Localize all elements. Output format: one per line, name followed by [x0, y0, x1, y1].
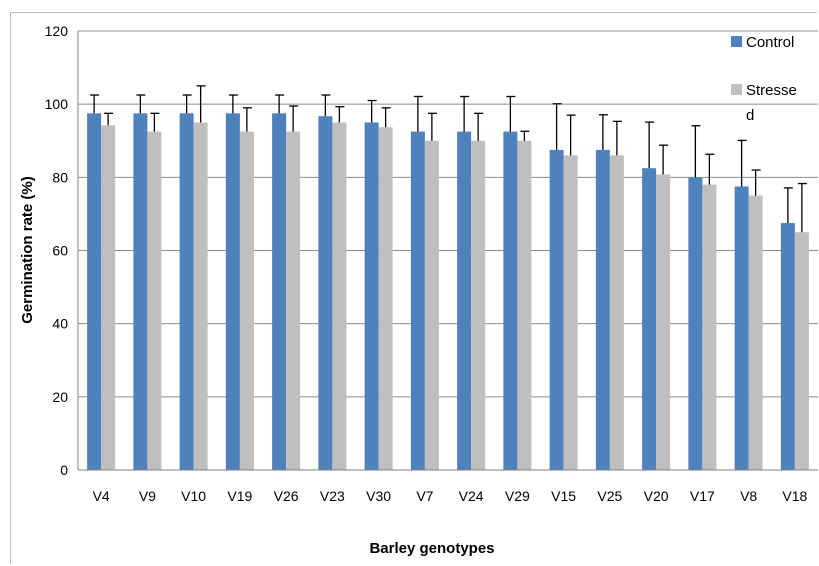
y-axis-title: Germination rate (%) [19, 176, 36, 324]
x-tick-label: V26 [274, 488, 299, 504]
legend: Control Stresse d [731, 34, 797, 124]
chart-frame [10, 12, 817, 564]
bar-control-V20 [642, 168, 657, 470]
bar-stressed-V19 [239, 131, 254, 470]
bar-stressed-V10 [193, 122, 208, 470]
bar-stressed-V20 [656, 174, 671, 470]
bar-control-V30 [364, 122, 379, 470]
legend-swatch-control [731, 36, 742, 47]
x-tick-label: V18 [782, 488, 807, 504]
bar-control-V25 [595, 149, 610, 471]
y-tick-label: 60 [52, 243, 68, 259]
x-tick-label: V17 [690, 488, 715, 504]
x-tick-label: V23 [320, 488, 345, 504]
bar-control-V19 [225, 113, 240, 470]
bar-control-V17 [688, 177, 703, 471]
x-tick-label: V15 [551, 488, 576, 504]
bar-control-V10 [179, 113, 194, 470]
bar-stressed-V9 [147, 131, 162, 470]
bar-stressed-V25 [609, 155, 624, 470]
bar-stressed-V29 [517, 140, 532, 470]
bar-stressed-V24 [471, 140, 486, 470]
bar-control-V29 [503, 131, 518, 470]
x-axis-title: Barley genotypes [369, 540, 494, 557]
bar-control-V9 [133, 113, 148, 470]
error-bars [90, 85, 807, 233]
bar-stressed-V7 [424, 140, 439, 470]
bar-control-V15 [549, 149, 564, 471]
x-tick-label: V25 [597, 488, 622, 504]
x-tick-label: V24 [459, 488, 484, 504]
bar-control-V7 [410, 131, 425, 470]
bar-control-V26 [272, 113, 287, 470]
legend-label-stressed-line2: d [746, 107, 754, 124]
legend-swatch-stressed [731, 84, 742, 95]
y-tick-label: 80 [52, 169, 68, 185]
bar-stressed-V30 [378, 127, 393, 470]
legend-label-control: Control [746, 34, 794, 51]
bar-control-V23 [318, 116, 333, 470]
y-tick-label: 20 [52, 389, 68, 405]
x-tick-label: V8 [740, 488, 757, 504]
y-tick-label: 40 [52, 316, 68, 332]
bars [87, 113, 809, 471]
bar-stressed-V15 [563, 155, 578, 470]
bar-stressed-V17 [702, 184, 717, 470]
x-tick-label: V10 [181, 488, 206, 504]
bar-control-V8 [734, 186, 749, 470]
bar-stressed-V18 [794, 232, 809, 470]
y-tick-label: 120 [45, 23, 69, 39]
bar-stressed-V23 [332, 122, 347, 470]
bar-control-V18 [780, 223, 795, 470]
x-tick-label: V19 [227, 488, 252, 504]
x-tick-label: V7 [416, 488, 433, 504]
bar-control-V4 [87, 113, 102, 470]
bar-stressed-V26 [286, 131, 301, 470]
x-tick-label: V30 [366, 488, 391, 504]
y-tick-label: 100 [45, 96, 69, 112]
bar-control-V24 [457, 131, 472, 470]
x-tick-label: V4 [93, 488, 110, 504]
x-tick-label: V29 [505, 488, 530, 504]
x-tick-label: V9 [139, 488, 156, 504]
legend-label-stressed-line1: Stresse [746, 82, 797, 99]
tick-labels: 0 20 40 60 80 100 120 V4 V9 V10 V19 V26 V23 V30 V7 V24 V… [45, 23, 808, 504]
bar-stressed-V4 [101, 125, 116, 470]
y-tick-label: 0 [60, 462, 68, 478]
bar-stressed-V8 [748, 195, 763, 470]
x-tick-label: V20 [644, 488, 669, 504]
